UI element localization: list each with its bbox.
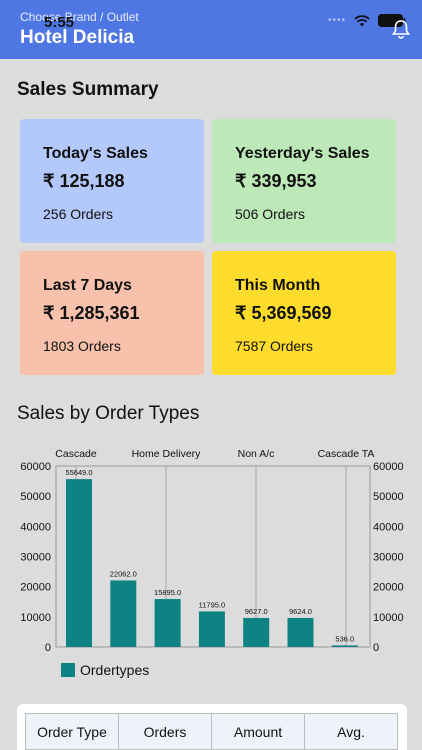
bar-value-label: 15895.0 — [154, 588, 181, 597]
category-label: Cascade TA — [318, 448, 375, 460]
sales-summary-title: Sales Summary — [17, 79, 159, 100]
column-header-avg[interactable]: Avg. — [304, 713, 398, 750]
order-type-table: Order Type Orders Amount Avg. — [17, 704, 407, 750]
card-amount: ₹ 339,953 — [235, 171, 317, 191]
card-amount: ₹ 125,188 — [43, 171, 125, 191]
hotel-name[interactable]: Hotel Delicia — [20, 27, 135, 48]
bar — [243, 617, 270, 647]
legend-label: Ordertypes — [80, 662, 149, 678]
y-tick-label-right: 20000 — [373, 582, 404, 594]
y-tick-label-left: 40000 — [20, 521, 51, 533]
bar — [331, 645, 358, 647]
card-amount: ₹ 1,285,361 — [43, 303, 140, 323]
bell-icon[interactable] — [390, 18, 412, 40]
y-tick-label-right: 40000 — [373, 521, 404, 533]
signal-dots-icon: •••• — [327, 15, 346, 26]
card-amount: ₹ 5,369,569 — [235, 303, 332, 323]
bar — [198, 611, 225, 647]
column-header-order-type[interactable]: Order Type — [25, 713, 119, 750]
bar-value-label: 55649.0 — [65, 468, 92, 477]
legend-swatch — [61, 663, 75, 677]
y-tick-label-right: 50000 — [373, 491, 404, 503]
y-tick-label-right: 30000 — [373, 552, 404, 564]
card-orders: 1803 Orders — [43, 338, 121, 354]
bar-value-label: 536.0 — [335, 634, 354, 643]
order-types-chart: 60000 60000 50000 50000 40000 40000 30000 30000… — [0, 440, 422, 690]
category-label: Cascade — [55, 448, 97, 460]
column-header-orders[interactable]: Orders — [118, 713, 212, 750]
sales-by-order-types-title: Sales by Order Types — [17, 403, 200, 424]
card-label: Today's Sales — [43, 145, 148, 162]
bar — [110, 580, 137, 647]
y-tick-label-left: 30000 — [20, 552, 51, 564]
card-todays-sales[interactable]: Today's Sales ₹ 125,188 256 Orders — [20, 119, 204, 243]
bar-chart-svg: 60000 60000 50000 50000 40000 40000 30000 30000… — [20, 448, 404, 678]
y-tick-label-right: 60000 — [373, 461, 404, 473]
bar-value-label: 11795.0 — [199, 600, 226, 609]
y-tick-label-right: 0 — [373, 642, 379, 654]
card-last-7-days[interactable]: Last 7 Days ₹ 1,285,361 1803 Orders — [20, 251, 204, 375]
app-header: Choose Brand / Outlet 5:55 Hotel Delicia… — [0, 0, 422, 59]
brand-outlet-selector[interactable]: Choose Brand / Outlet — [20, 10, 139, 24]
bar — [66, 479, 92, 647]
card-orders: 256 Orders — [43, 206, 114, 222]
bar-value-label: 9627.0 — [245, 607, 268, 616]
y-tick-label-left: 50000 — [20, 491, 51, 503]
card-orders: 7587 Orders — [235, 338, 313, 354]
category-label: Non A/c — [238, 448, 275, 460]
bar — [287, 617, 314, 647]
category-label: Home Delivery — [132, 448, 202, 460]
bar — [154, 599, 181, 647]
bar-value-label: 22062.0 — [110, 569, 137, 578]
table-header-row: Order Type Orders Amount Avg. — [25, 713, 398, 750]
card-this-month[interactable]: This Month ₹ 5,369,569 7587 Orders — [212, 251, 396, 375]
card-label: Yesterday's Sales — [235, 145, 370, 162]
bar-value-label: 9624.0 — [289, 607, 312, 616]
y-tick-label-left: 0 — [45, 642, 51, 654]
card-label: Last 7 Days — [43, 277, 132, 294]
y-tick-label-left: 60000 — [20, 461, 51, 473]
column-header-amount[interactable]: Amount — [211, 713, 305, 750]
card-label: This Month — [235, 277, 321, 294]
wifi-icon — [354, 14, 370, 26]
card-yesterdays-sales[interactable]: Yesterday's Sales ₹ 339,953 506 Orders — [212, 119, 396, 243]
card-orders: 506 Orders — [235, 206, 306, 222]
y-tick-label-right: 10000 — [373, 612, 404, 624]
y-tick-label-left: 10000 — [20, 612, 51, 624]
status-time: 5:55 — [44, 14, 75, 31]
y-tick-label-left: 20000 — [20, 582, 51, 594]
